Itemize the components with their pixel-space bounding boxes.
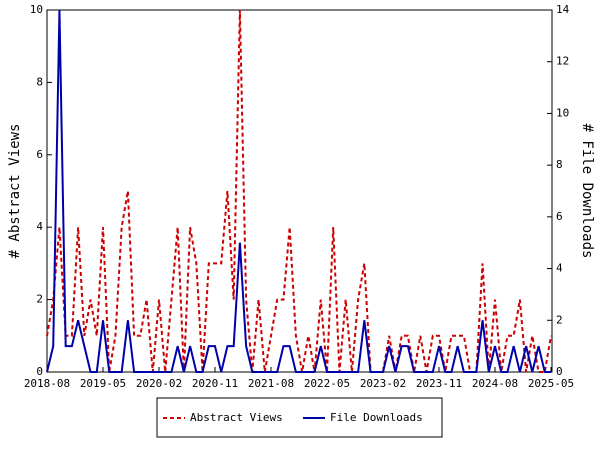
legend-label: Abstract Views: [190, 411, 283, 424]
y-tick-label: 2: [36, 293, 43, 306]
x-tick-label: 2022-05: [304, 377, 350, 390]
y-tick-label: 0: [36, 365, 43, 378]
y-tick-label: 10: [30, 3, 43, 16]
series-line: [46, 9, 551, 373]
x-tick-label: 2019-05: [80, 377, 126, 390]
x-tick-label: 2025-05: [528, 377, 574, 390]
x-tick-label: 2023-02: [360, 377, 406, 390]
x-tick-label: 2018-08: [24, 377, 70, 390]
x-tick-label: 2024-08: [472, 377, 518, 390]
y2-tick-label: 0: [556, 365, 563, 378]
y-axis-title: # Abstract Views: [7, 124, 23, 259]
y2-axis-title: # File Downloads: [579, 124, 595, 259]
series-line: [46, 9, 552, 373]
plot-frame: [46, 9, 553, 373]
y-tick-label: 8: [36, 75, 43, 88]
legend-label: File Downloads: [330, 411, 423, 424]
y2-tick-label: 10: [556, 106, 569, 119]
legend-box: [156, 397, 443, 438]
y2-tick-label: 14: [556, 3, 570, 16]
y2-tick-label: 6: [556, 210, 563, 223]
x-tick-label: 2023-11: [416, 377, 462, 390]
x-tick-label: 2021-08: [248, 377, 294, 390]
x-tick-label: 2020-11: [192, 377, 238, 390]
y2-tick-label: 2: [556, 313, 563, 326]
y-tick-label: 4: [36, 220, 43, 233]
y2-tick-label: 12: [556, 55, 569, 68]
y-tick-label: 6: [36, 148, 43, 161]
y2-tick-label: 8: [556, 158, 563, 171]
x-tick-label: 2020-02: [136, 377, 182, 390]
y2-tick-label: 4: [556, 262, 563, 275]
